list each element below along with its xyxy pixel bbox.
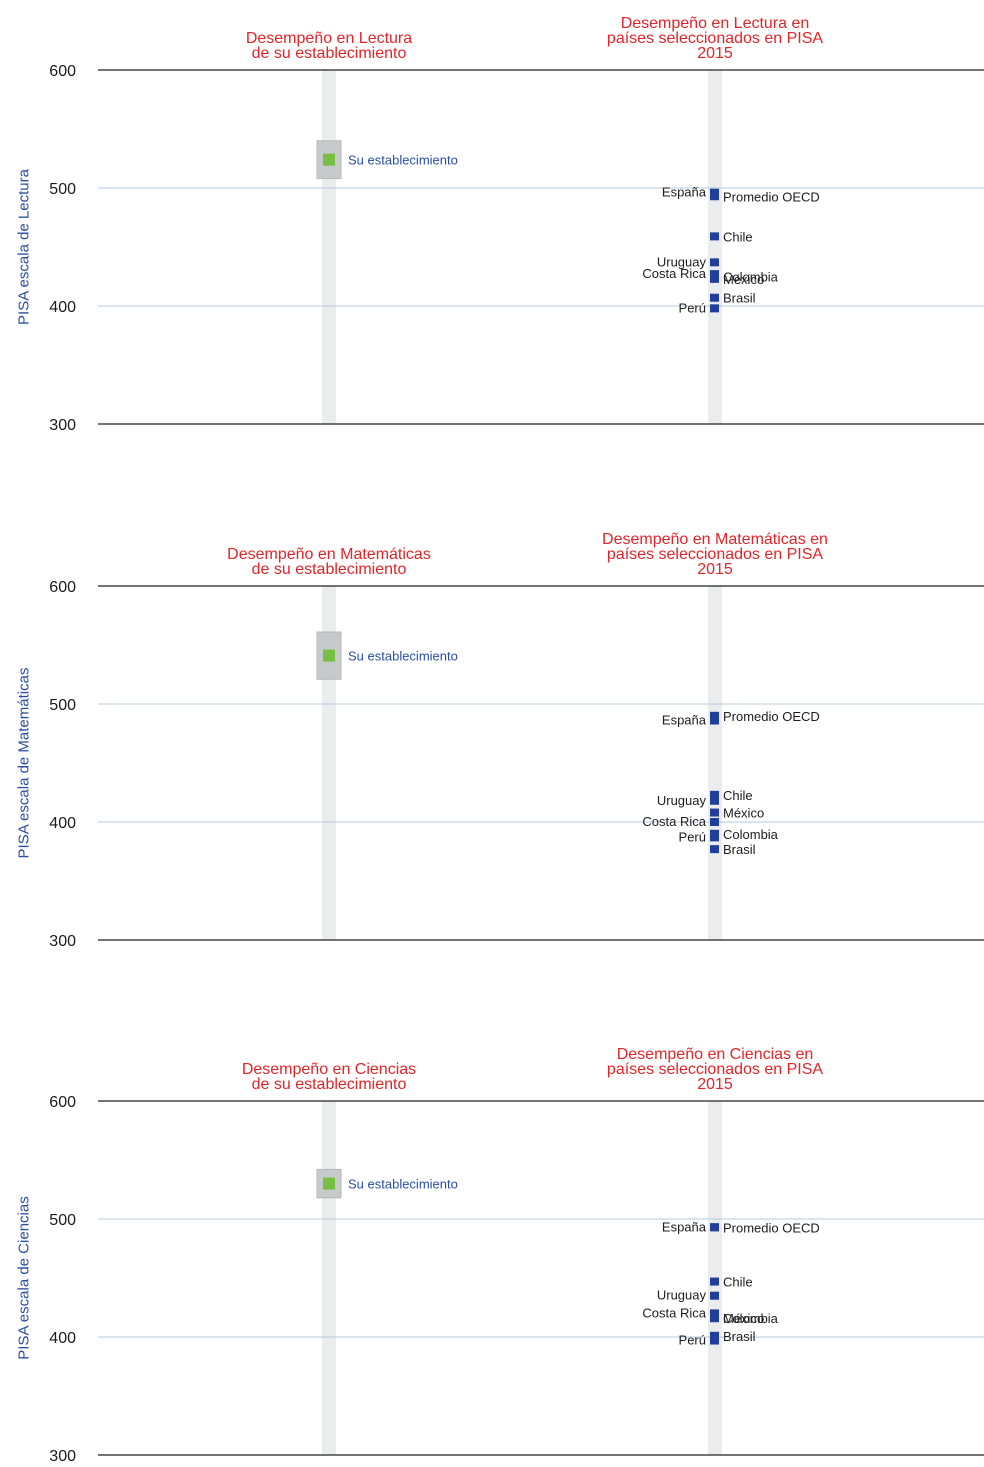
country-marker xyxy=(710,809,719,817)
country-label-left: Costa Rica xyxy=(642,814,706,829)
country-label-right: Chile xyxy=(723,229,753,244)
country-label-left: Uruguay xyxy=(657,1288,707,1303)
country-marker xyxy=(710,294,719,302)
school-label: Su establecimiento xyxy=(348,1177,458,1192)
country-label-right: Chile xyxy=(723,1275,753,1290)
right-title-line: 2015 xyxy=(697,1076,733,1093)
country-label-right: México xyxy=(723,806,764,821)
y-tick-label: 500 xyxy=(49,181,76,198)
country-label-right: Chile xyxy=(723,788,753,803)
country-marker xyxy=(710,232,719,240)
school-marker xyxy=(323,1178,335,1190)
country-label-right: Brasil xyxy=(723,842,756,857)
country-marker xyxy=(710,1314,719,1322)
y-axis-label: PISA escala de Matemáticas xyxy=(16,668,33,859)
country-label-left: Perú xyxy=(679,300,706,315)
right-title-line: 2015 xyxy=(697,45,733,62)
country-marker xyxy=(710,818,719,826)
y-axis-label: PISA escala de Ciencias xyxy=(16,1196,33,1359)
country-column-band xyxy=(708,70,722,424)
country-marker xyxy=(710,791,719,799)
school-column-band xyxy=(322,70,336,424)
country-label-left: Costa Rica xyxy=(642,1305,706,1320)
right-title-line: 2015 xyxy=(697,561,733,578)
country-label-right: Colombia xyxy=(723,827,779,842)
country-label-right: Promedio OECD xyxy=(723,1220,820,1235)
country-label-right: Brasil xyxy=(723,291,756,306)
country-label-left: España xyxy=(662,1219,707,1234)
country-label-right: México xyxy=(723,272,764,287)
y-axis-label: PISA escala de Lectura xyxy=(16,168,33,325)
country-marker xyxy=(710,192,719,200)
left-title-line: de su establecimiento xyxy=(252,45,407,62)
country-marker xyxy=(710,304,719,312)
country-label-left: España xyxy=(662,185,707,200)
country-marker xyxy=(710,1278,719,1286)
country-label-right: Promedio OECD xyxy=(723,709,820,724)
country-label-left: Perú xyxy=(679,1333,706,1348)
y-tick-label: 300 xyxy=(49,417,76,434)
country-label-right: México xyxy=(723,1311,764,1326)
y-tick-label: 500 xyxy=(49,697,76,714)
country-marker xyxy=(710,275,719,283)
country-label-left: España xyxy=(662,713,707,728)
country-marker xyxy=(710,1223,719,1231)
y-tick-label: 600 xyxy=(49,63,76,80)
school-column-band xyxy=(322,1101,336,1455)
y-tick-label: 400 xyxy=(49,1330,76,1347)
country-label-left: Perú xyxy=(679,829,706,844)
school-label: Su establecimiento xyxy=(348,153,458,168)
country-label-left: Costa Rica xyxy=(642,266,706,281)
y-tick-label: 600 xyxy=(49,579,76,596)
country-marker xyxy=(710,1292,719,1300)
y-tick-label: 600 xyxy=(49,1094,76,1111)
school-marker xyxy=(323,154,335,166)
country-column-band xyxy=(708,586,722,940)
school-label: Su establecimiento xyxy=(348,649,458,664)
country-marker xyxy=(710,258,719,266)
country-label-right: Brasil xyxy=(723,1329,756,1344)
y-tick-label: 300 xyxy=(49,933,76,950)
country-label-right: Promedio OECD xyxy=(723,189,820,204)
country-label-left: Uruguay xyxy=(657,793,707,808)
y-tick-label: 300 xyxy=(49,1448,76,1462)
country-marker xyxy=(710,830,719,838)
left-title-line: de su establecimiento xyxy=(252,561,407,578)
school-marker xyxy=(323,650,335,662)
y-tick-label: 400 xyxy=(49,815,76,832)
country-marker xyxy=(710,845,719,853)
country-marker xyxy=(710,1332,719,1340)
y-tick-label: 500 xyxy=(49,1212,76,1229)
y-tick-label: 400 xyxy=(49,299,76,316)
country-marker xyxy=(710,712,719,720)
left-title-line: de su establecimiento xyxy=(252,1076,407,1093)
